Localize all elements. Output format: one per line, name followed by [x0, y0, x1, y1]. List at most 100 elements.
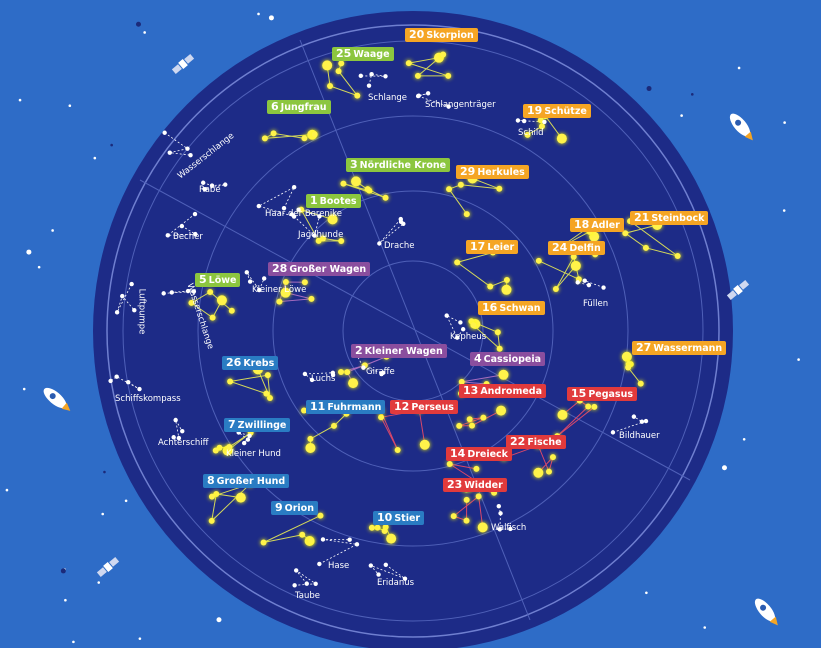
constellation-line — [294, 570, 317, 586]
constellation-number: 13 — [463, 384, 479, 397]
background-star — [782, 209, 786, 212]
constellation-label: 27 Wassermann — [632, 341, 727, 355]
star — [508, 526, 513, 532]
star — [317, 512, 324, 519]
constellation-number: 18 — [574, 218, 590, 231]
minor-constellation-label: Schlangenträger — [425, 100, 496, 110]
constellation-label: 17 Leier — [466, 240, 519, 254]
star — [132, 308, 137, 313]
star — [302, 371, 308, 377]
star — [351, 176, 362, 187]
constellation-name: Bootes — [319, 196, 357, 207]
star — [165, 233, 170, 238]
star — [281, 205, 287, 211]
constellation-line — [203, 182, 226, 190]
background-star — [138, 637, 142, 640]
star — [293, 568, 299, 573]
star — [312, 233, 317, 238]
constellation-name: Delfin — [569, 243, 601, 254]
star — [169, 290, 174, 295]
star — [244, 270, 249, 275]
minor-constellation-label: Kleiner Hund — [226, 449, 281, 459]
star — [129, 281, 134, 287]
constellation-number: 22 — [510, 435, 526, 448]
background-star — [97, 581, 101, 584]
background-star — [68, 104, 72, 108]
background-star — [64, 598, 67, 602]
star — [348, 378, 359, 389]
star — [108, 378, 113, 384]
sky-disc — [93, 11, 733, 648]
minor-constellation-label: Giraffe — [366, 367, 395, 377]
star — [311, 131, 318, 138]
star — [188, 299, 195, 306]
star — [643, 418, 649, 424]
constellation-label: 20 Skorpion — [405, 28, 478, 42]
star — [305, 442, 316, 453]
background-star — [124, 499, 128, 503]
rocket-icon — [43, 387, 71, 411]
constellation-name: Kleiner Wagen — [364, 346, 443, 357]
star — [497, 527, 502, 532]
star — [402, 576, 408, 581]
star — [538, 123, 545, 130]
star — [228, 307, 235, 314]
constellation-name: Skorpion — [426, 30, 474, 41]
constellation-line — [238, 432, 251, 444]
star — [386, 533, 397, 544]
star — [477, 522, 488, 533]
star — [223, 182, 228, 187]
constellation-name: Wassermann — [653, 343, 723, 354]
constellation-number: 29 — [460, 165, 476, 178]
constellation-name: Perseus — [411, 402, 454, 413]
star — [292, 583, 297, 588]
constellation-number: 14 — [450, 447, 466, 460]
star — [354, 92, 361, 99]
star — [301, 279, 308, 286]
constellation-label: 22 Fische — [506, 435, 566, 449]
constellation-number: 15 — [571, 387, 587, 400]
star — [498, 369, 509, 380]
constellation-label: 10 Stier — [373, 511, 425, 525]
star — [327, 214, 338, 225]
star — [496, 405, 507, 416]
star — [446, 186, 453, 193]
star — [457, 181, 464, 188]
star — [589, 231, 600, 242]
star — [291, 184, 297, 190]
star — [496, 185, 503, 192]
star — [414, 72, 421, 79]
star — [463, 517, 470, 524]
constellation-number: 10 — [377, 511, 393, 524]
satellite-icon — [96, 556, 120, 578]
star — [470, 322, 477, 329]
constellation-line — [291, 209, 320, 237]
star — [209, 314, 216, 321]
star — [209, 183, 215, 188]
star — [340, 180, 347, 187]
background-star — [51, 229, 54, 232]
constellation-label: 28 Großer Wagen — [268, 262, 371, 276]
constellation-number: 17 — [470, 240, 486, 253]
background-star — [103, 470, 106, 474]
star — [585, 403, 592, 410]
constellation-label: 16 Schwan — [478, 301, 545, 315]
star — [533, 467, 544, 478]
star — [444, 313, 449, 318]
constellation-name: Steinbock — [651, 213, 705, 224]
star — [549, 454, 556, 461]
star — [327, 82, 334, 89]
star — [266, 394, 273, 401]
star — [556, 133, 567, 144]
minor-constellation-label: Taube — [295, 591, 321, 601]
star — [167, 150, 172, 155]
constellation-number: 19 — [527, 104, 543, 117]
star — [114, 374, 119, 379]
star — [307, 435, 314, 442]
star — [621, 351, 632, 362]
star — [304, 581, 309, 586]
constellation-label: 3 Nördliche Krone — [346, 158, 451, 172]
constellation-number: 16 — [482, 301, 498, 314]
constellation-label: 19 Schütze — [523, 104, 591, 118]
star — [264, 372, 271, 379]
